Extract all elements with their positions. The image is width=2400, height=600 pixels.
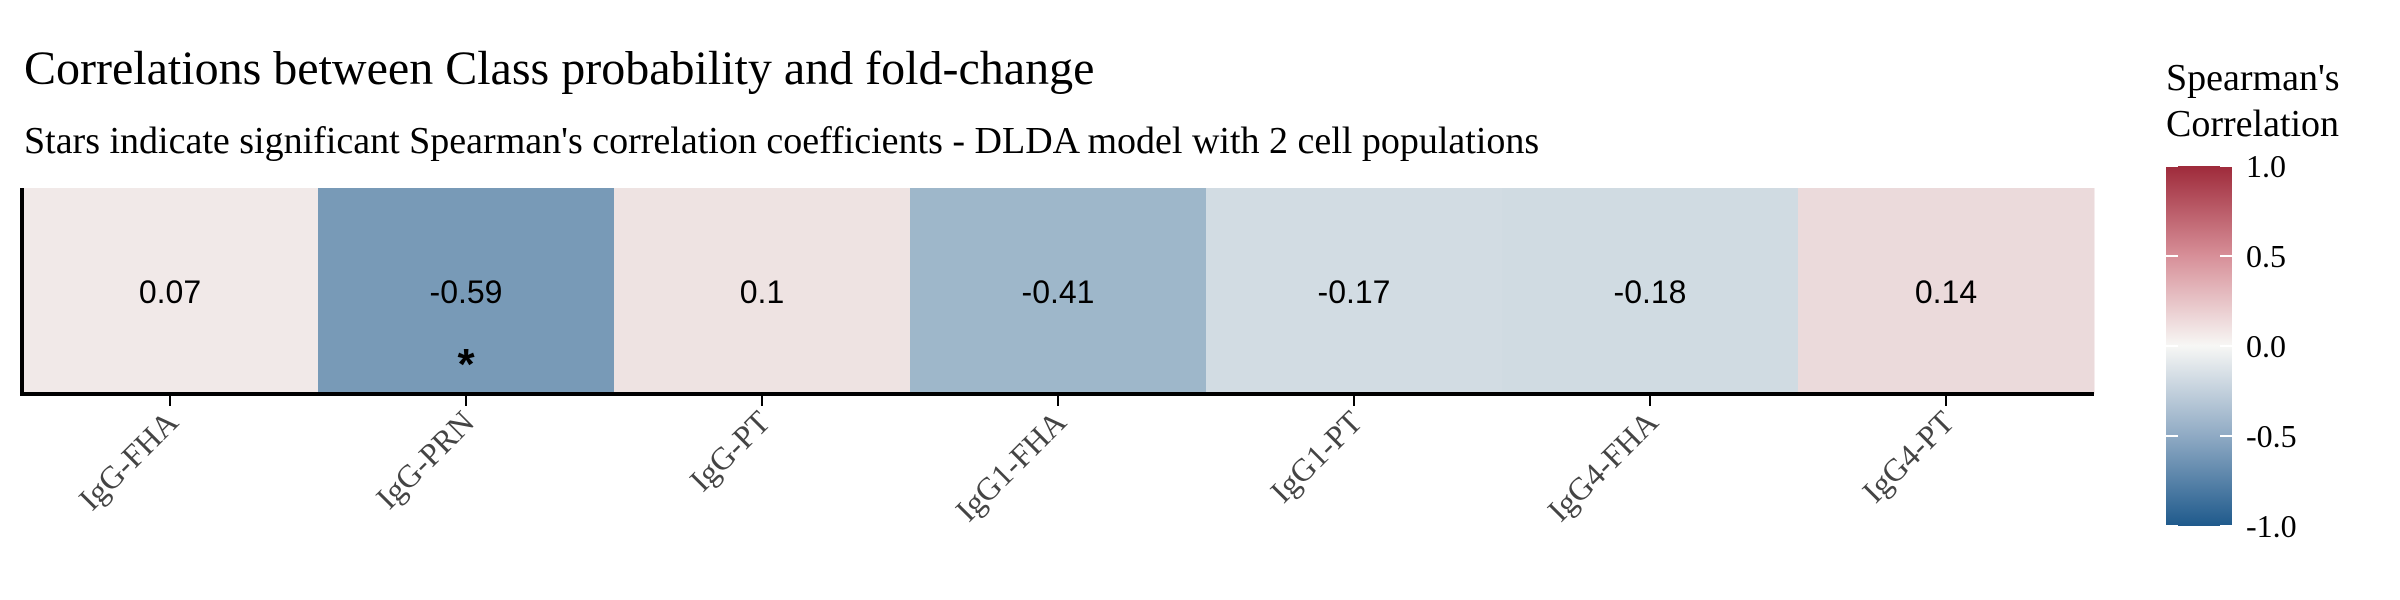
chart-title: Correlations between Class probability a…: [24, 42, 1094, 95]
cell-value-label: -0.18: [1614, 274, 1687, 310]
cell-value-label: -0.17: [1318, 274, 1391, 310]
cell-value-label: 0.14: [1915, 274, 1977, 310]
heatmap-cell: [910, 188, 1207, 394]
cell-value-label: -0.59: [430, 274, 503, 310]
legend-tick-label: -0.5: [2246, 418, 2297, 454]
heatmap-cell: [1502, 188, 1799, 394]
heatmap-cell: [614, 188, 911, 394]
x-tick-label: IgG-FHA: [72, 403, 185, 516]
x-tick-label: IgG-PT: [682, 403, 777, 498]
x-tick-label: IgG4-FHA: [1540, 403, 1665, 528]
heatmap-cell: [22, 188, 319, 394]
x-tick-label: IgG4-PT: [1855, 403, 1961, 509]
chart-subtitle: Stars indicate significant Spearman's co…: [24, 120, 1539, 162]
x-tick-label: IgG1-FHA: [948, 403, 1073, 528]
legend-tick-label: 0.5: [2246, 238, 2286, 274]
heatmap-cell: [1798, 188, 2095, 394]
cell-value-label: 0.07: [139, 274, 201, 310]
color-legend: Spearman's Correlation 1.0 0.5 0.0 -0.5 -1.0: [2166, 57, 2340, 544]
x-tick-label: IgG-PRN: [369, 403, 481, 515]
heatmap-cells: 0.07 -0.59 * 0.1 -0.41 -0.17 -0.18 0.14: [22, 188, 2095, 394]
legend-tick-label: 0.0: [2246, 328, 2286, 364]
legend-tick-label: -1.0: [2246, 508, 2297, 544]
x-tick-label: IgG1-PT: [1263, 403, 1369, 509]
legend-title-line2: Correlation: [2166, 103, 2339, 145]
heatmap-cell: [1206, 188, 1503, 394]
cell-value-label: 0.1: [740, 274, 784, 310]
heatmap-cell: [318, 188, 615, 394]
legend-tick-label: 1.0: [2246, 148, 2286, 184]
x-axis: IgG-FHA IgG-PRN IgG-PT IgG1-FHA IgG1-PT IgG4-…: [72, 394, 1961, 528]
cell-value-label: -0.41: [1022, 274, 1095, 310]
significance-star: *: [457, 340, 475, 389]
legend-title-line1: Spearman's: [2166, 57, 2340, 99]
